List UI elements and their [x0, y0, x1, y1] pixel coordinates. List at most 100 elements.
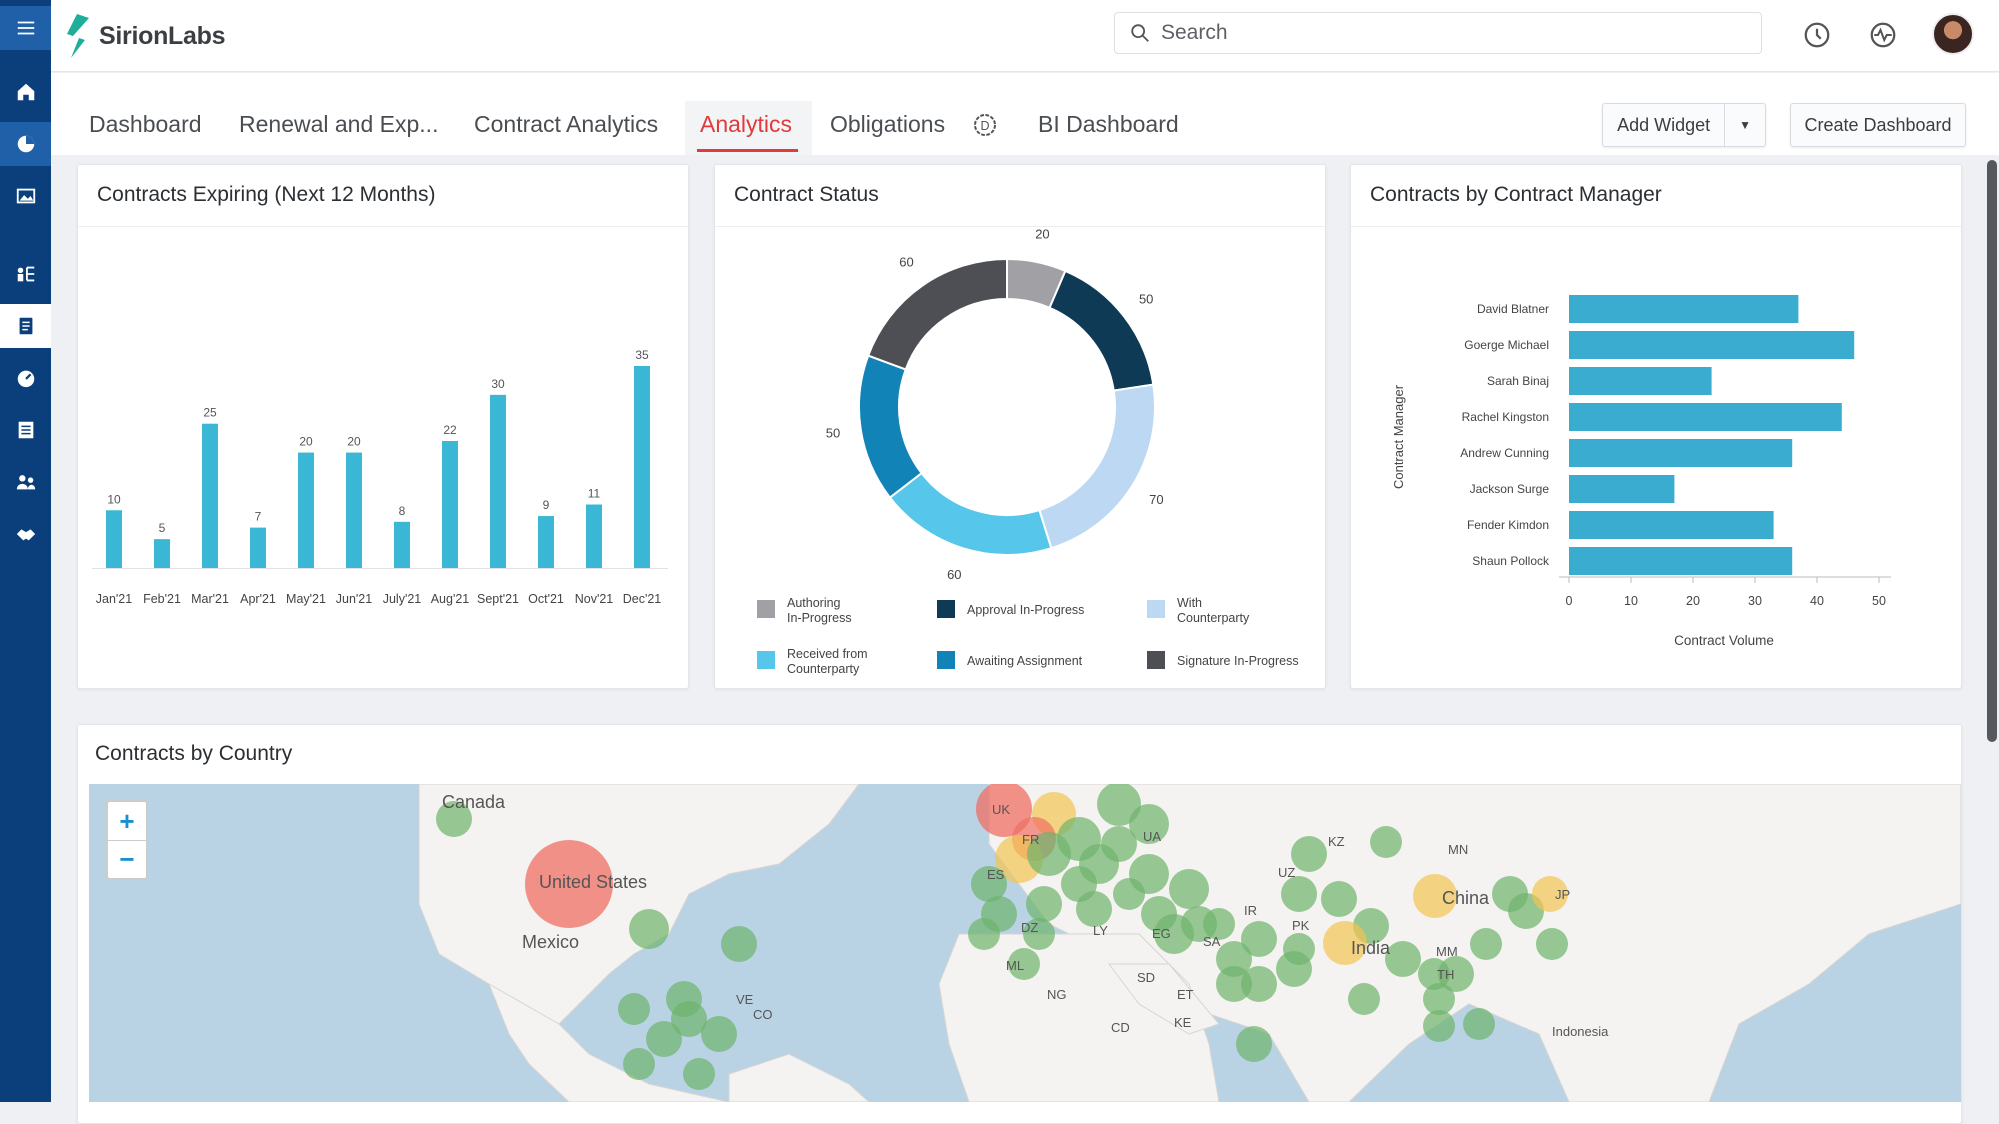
country-bubble [1216, 966, 1252, 1002]
map-label: MN [1448, 842, 1468, 857]
country-bubble [1536, 928, 1568, 960]
legend-label: Awaiting Assignment [967, 654, 1083, 668]
map-label: LY [1093, 923, 1108, 938]
data-label: 25 [203, 406, 217, 420]
tab-contract-analytics[interactable]: Contract Analytics [474, 111, 659, 137]
map-label: KZ [1328, 834, 1345, 849]
country-bubble [1423, 983, 1455, 1015]
bar [1569, 547, 1793, 575]
x-tick-label: Dec'21 [623, 592, 662, 606]
legend-swatch [757, 600, 775, 618]
bar [490, 394, 506, 568]
x-tick-label: 50 [1872, 594, 1886, 608]
zoom-control: + − [106, 800, 148, 880]
zoom-in-button[interactable]: + [119, 805, 135, 836]
home-icon[interactable] [0, 70, 51, 114]
add-widget-button[interactable]: Add Widget ▼ [1602, 103, 1766, 147]
document-icon[interactable] [0, 304, 51, 348]
country-bubble [1023, 918, 1055, 950]
users-icon[interactable] [0, 460, 51, 504]
map-label: SA [1203, 934, 1221, 949]
bar [202, 423, 218, 568]
x-tick-label: Mar'21 [191, 592, 229, 606]
x-tick-label: 30 [1748, 594, 1762, 608]
data-label: 11 [588, 487, 601, 501]
add-widget-label: Add Widget [1617, 114, 1711, 135]
country-bubble [1097, 784, 1141, 826]
speedometer-icon[interactable] [0, 356, 51, 400]
dashboard-settings-icon[interactable]: D [970, 110, 1000, 145]
data-label: 5 [159, 521, 166, 535]
map-label: TH [1437, 967, 1454, 982]
data-label: 60 [947, 567, 961, 582]
country-bubble [1413, 874, 1457, 918]
map-label: United States [539, 872, 647, 892]
legend-swatch [1147, 600, 1165, 618]
logo[interactable]: SirionLabs [67, 14, 225, 58]
map-label: EG [1152, 926, 1171, 941]
x-tick-label: Sept'21 [477, 592, 519, 606]
country-bubble [721, 926, 757, 962]
legend-label: Approval In-Progress [967, 603, 1084, 617]
data-label: 30 [491, 377, 505, 391]
x-tick-label: Aug'21 [431, 592, 470, 606]
activity-icon[interactable] [1866, 18, 1900, 52]
category-label: Rachel Kingston [1462, 410, 1549, 424]
search-input[interactable] [1161, 21, 1721, 45]
menu-icon[interactable] [0, 6, 51, 50]
create-dashboard-button[interactable]: Create Dashboard [1790, 103, 1966, 147]
map-label: UZ [1278, 865, 1295, 880]
world-map[interactable]: Canada United States Mexico ES UA KZ MN UZ China… [89, 784, 1961, 1102]
category-label: Fender Kimdon [1467, 518, 1549, 532]
hierarchy-icon[interactable] [0, 252, 51, 296]
map-label: Mexico [522, 932, 579, 952]
chevron-down-icon[interactable]: ▼ [1739, 118, 1752, 132]
list-icon[interactable] [0, 408, 51, 452]
handshake-icon[interactable] [0, 512, 51, 556]
search-icon [1131, 24, 1149, 42]
history-icon[interactable] [1800, 18, 1834, 52]
country-bubble [1323, 921, 1367, 965]
country-bubble [1216, 941, 1252, 977]
search-box[interactable] [1114, 12, 1762, 54]
slice [1038, 383, 1156, 550]
tab-obligations[interactable]: Obligations [830, 111, 946, 137]
pie-chart-icon[interactable] [0, 122, 51, 166]
status-donut-chart: 20 50 70 60 50 60 Authoring In-Progress Approval… [757, 227, 1299, 676]
map-label: China [1442, 888, 1490, 908]
x-tick-label: Jan'21 [96, 592, 132, 606]
country-bubble [1281, 876, 1317, 912]
svg-text:D: D [980, 119, 989, 133]
data-label: 50 [1139, 291, 1153, 306]
tab-renewal[interactable]: Renewal and Exp... [239, 111, 439, 137]
bar [298, 452, 314, 568]
country-bubble [968, 918, 1000, 950]
data-label: 8 [399, 504, 406, 518]
legend-label: Authoring In-Progress [787, 596, 852, 625]
contract-manager-card: Contracts by Contract Manager David Blat… [1350, 164, 1962, 689]
card-title: Contracts by Contract Manager [1370, 183, 1662, 206]
data-label: 70 [1149, 492, 1163, 507]
sidebar [0, 0, 51, 1102]
bar [538, 516, 554, 568]
x-tick-label: May'21 [286, 592, 326, 606]
country-bubble [1101, 826, 1137, 862]
scrollbar[interactable] [1987, 160, 1997, 742]
country-bubble [1385, 941, 1421, 977]
country-bubble [629, 909, 669, 949]
country-bubble [646, 1021, 682, 1057]
tab-dashboard[interactable]: Dashboard [89, 111, 202, 137]
land-mass [418, 784, 860, 1025]
tab-bi-dashboard[interactable]: BI Dashboard [1038, 111, 1179, 137]
avatar[interactable] [1932, 13, 1974, 55]
legend-swatch [937, 600, 955, 618]
country-bubble [1291, 836, 1327, 872]
zoom-out-button[interactable]: − [108, 840, 146, 878]
slice [858, 354, 923, 499]
country-bubble [1438, 956, 1474, 992]
tab-analytics[interactable]: Analytics [700, 111, 793, 137]
country-bubble [671, 1001, 707, 1037]
x-tick-label: Feb'21 [143, 592, 181, 606]
data-label: 50 [826, 426, 840, 441]
image-chart-icon[interactable] [0, 174, 51, 218]
